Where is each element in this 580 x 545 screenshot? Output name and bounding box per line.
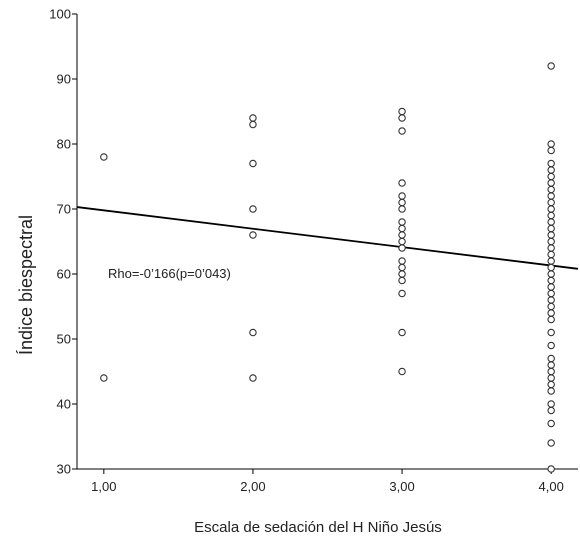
data-point (249, 120, 257, 129)
correlation-annotation: Rho=-0’166(p=0’043) (108, 266, 231, 281)
data-point (547, 439, 555, 447)
data-point (547, 62, 555, 70)
data-point (398, 218, 406, 226)
data-point (398, 107, 406, 116)
regression-line (76, 206, 579, 270)
data-point (547, 263, 555, 272)
data-point (398, 270, 406, 278)
data-point (398, 257, 406, 265)
data-point (547, 179, 555, 187)
data-point (398, 244, 406, 252)
data-point (547, 296, 555, 304)
data-point (547, 250, 555, 259)
data-point (398, 231, 406, 239)
data-point (547, 361, 555, 369)
data-point (547, 406, 555, 415)
data-point (547, 185, 555, 194)
data-point (547, 166, 555, 174)
data-point (547, 380, 555, 389)
data-point (398, 289, 406, 298)
data-point (547, 400, 555, 408)
data-point (547, 244, 555, 252)
data-point (398, 179, 406, 187)
data-point (249, 205, 257, 213)
data-point (398, 127, 406, 135)
data-point (249, 159, 257, 168)
x-tick-label: 1,00 (91, 479, 116, 494)
data-point (547, 231, 555, 239)
data-point (547, 283, 555, 291)
data-point (547, 367, 555, 376)
data-point (398, 198, 406, 207)
data-point (398, 192, 406, 200)
data-point (547, 328, 555, 337)
data-point (249, 328, 257, 337)
data-point (249, 231, 257, 239)
data-point (547, 218, 555, 226)
data-point (398, 205, 406, 213)
data-point (398, 224, 406, 233)
data-point (398, 114, 406, 122)
data-point (100, 374, 108, 382)
data-point (547, 315, 555, 324)
data-point (547, 224, 555, 233)
data-point (100, 153, 108, 161)
data-point (547, 276, 555, 285)
data-point (547, 192, 555, 200)
data-point (547, 465, 555, 473)
data-point (547, 159, 555, 168)
x-axis-ticks: 1,00 2,00 3,00 4,00 (91, 469, 564, 494)
data-point (547, 309, 555, 317)
data-point (547, 172, 555, 181)
data-point (547, 354, 555, 363)
data-point (398, 276, 406, 285)
data-point (547, 211, 555, 220)
data-point (547, 387, 555, 395)
y-tick-label: 40 (57, 397, 71, 412)
data-point (547, 205, 555, 213)
data-point (547, 237, 555, 246)
y-tick-label: 90 (57, 72, 71, 87)
data-point (547, 302, 555, 311)
data-point (547, 341, 555, 350)
x-tick-label: 2,00 (240, 479, 265, 494)
data-point (398, 237, 406, 246)
data-point (547, 257, 555, 265)
y-tick-label: 60 (57, 267, 71, 282)
data-point (398, 328, 406, 337)
y-axis-title: Índice biespectral (16, 215, 36, 355)
y-tick-label: 70 (57, 202, 71, 217)
data-points (100, 62, 555, 473)
data-point (547, 146, 555, 155)
data-point (547, 419, 555, 428)
data-point (398, 367, 406, 376)
data-point (547, 198, 555, 207)
x-tick-label: 4,00 (539, 479, 564, 494)
data-point (249, 114, 257, 122)
x-axis-title: Escala de sedación del H Niño Jesús (194, 519, 442, 536)
y-tick-label: 100 (49, 7, 71, 22)
data-point (249, 374, 257, 382)
y-tick-label: 50 (57, 332, 71, 347)
y-tick-label: 30 (57, 462, 71, 477)
data-point (398, 263, 406, 272)
y-tick-label: 80 (57, 137, 71, 152)
data-point (547, 374, 555, 382)
x-tick-label: 3,00 (389, 479, 414, 494)
data-point (547, 289, 555, 298)
y-axis-ticks: 30 40 50 60 70 80 90 100 (49, 7, 77, 477)
data-point (547, 270, 555, 278)
data-point (547, 140, 555, 148)
